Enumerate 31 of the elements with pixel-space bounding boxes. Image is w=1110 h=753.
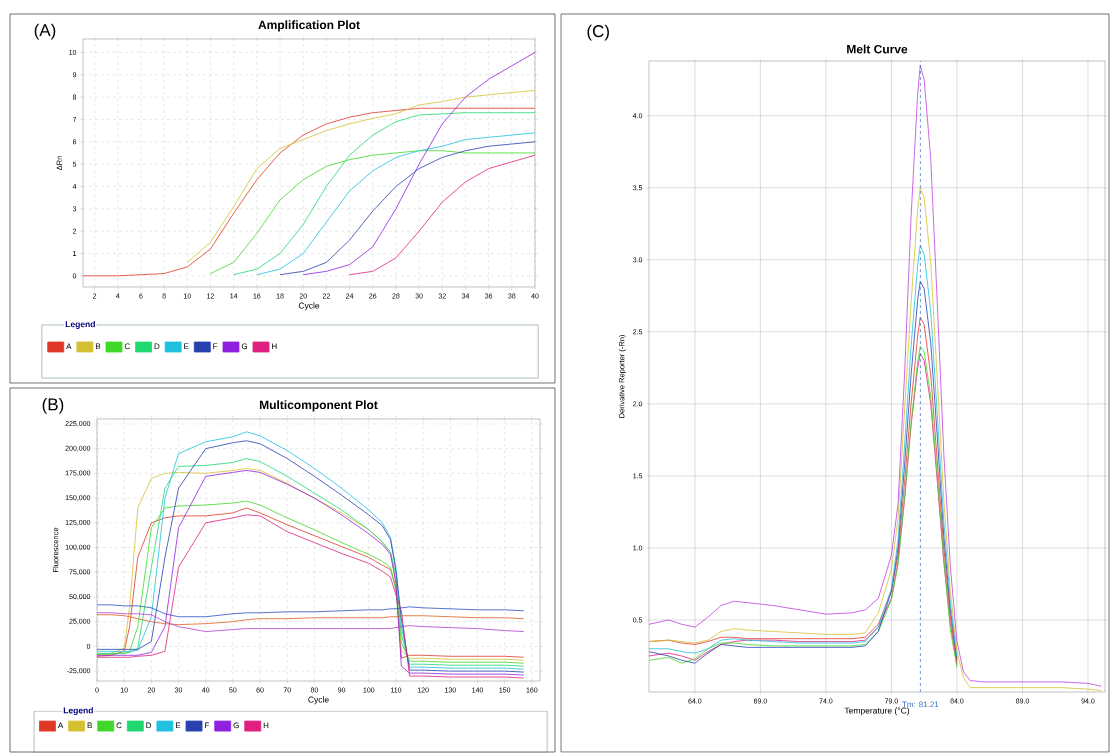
legend-label: C: [124, 343, 130, 350]
legend-label: E: [184, 343, 189, 350]
legend-label: H: [272, 343, 277, 350]
legend-label: D: [146, 722, 152, 729]
text: (B): [42, 397, 64, 414]
legend-label: F: [213, 343, 218, 350]
legend-label: H: [263, 722, 269, 729]
legend-title: Legend: [65, 320, 95, 329]
x-axis-title: Cycle: [308, 696, 329, 705]
text: (A): [34, 23, 56, 40]
line-series: [349, 154, 536, 276]
x-axis-title: Cycle: [298, 302, 320, 311]
legend-label: C: [116, 722, 122, 729]
ref-line-label: Tm: 81.21: [902, 701, 939, 708]
legend-title: Legend: [63, 707, 93, 716]
legend-label: G: [241, 343, 248, 350]
text: (C): [587, 24, 609, 41]
legend-label: A: [57, 722, 64, 729]
legend-label: G: [233, 722, 239, 729]
legend-label: E: [175, 722, 181, 729]
line-series: [186, 89, 536, 263]
x-axis-title: Temperature (°C): [844, 707, 910, 716]
chart-title: Multicomponent Plot: [259, 400, 378, 412]
legend-label: F: [205, 722, 209, 729]
line-series: [302, 52, 536, 276]
legend-label: D: [154, 343, 160, 350]
legend-label: A: [66, 343, 72, 350]
chart-title: Melt Curve: [847, 44, 908, 54]
chart-title: Amplification Plot: [258, 20, 360, 32]
legend-label: B: [87, 722, 92, 729]
legend-label: B: [95, 343, 101, 350]
